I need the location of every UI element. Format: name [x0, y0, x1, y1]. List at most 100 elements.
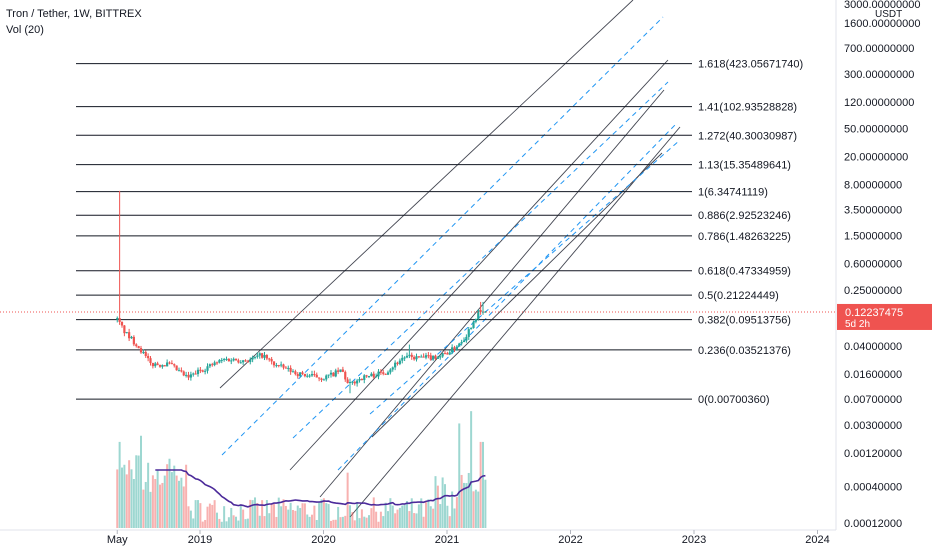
time-axis-tick-label: 2024 [805, 534, 829, 546]
price-axis-tick-label: 3.50000000 [844, 205, 902, 217]
candle-body [132, 336, 135, 345]
candle-body [427, 355, 430, 357]
volume-bar [387, 511, 390, 528]
volume-bar [199, 503, 202, 528]
volume-bar [284, 505, 287, 528]
volume-bar [444, 484, 447, 528]
price-axis-tick-label: 120.00000000 [844, 97, 914, 109]
volume-bar [225, 521, 228, 528]
fib-level-label: 0.618(0.47334959) [698, 266, 791, 278]
candle-body [156, 363, 159, 365]
candle-body [367, 375, 371, 377]
volume-bar [149, 491, 152, 528]
candle-body [128, 332, 131, 339]
volume-bar [237, 520, 240, 528]
candle-body [403, 357, 406, 359]
candle-body [289, 367, 292, 372]
volume-bar [358, 518, 361, 528]
volume-bar [429, 506, 432, 528]
volume-bar [125, 474, 128, 528]
volume-bar [258, 515, 261, 528]
candle-body [346, 379, 349, 384]
volume-bar [463, 482, 466, 528]
candle-body [225, 358, 228, 360]
candle-body [375, 376, 378, 378]
candle-body [258, 353, 261, 356]
candle-body [158, 364, 162, 367]
candle-body [415, 356, 418, 360]
volume-bar [140, 435, 143, 528]
candle-body [394, 362, 397, 368]
candle-body [291, 371, 295, 373]
volume-bar [477, 491, 480, 528]
candle-body [246, 361, 249, 363]
candle-body [135, 344, 138, 347]
volume-bar [189, 510, 192, 528]
candle-body [436, 357, 439, 359]
candle-body [123, 325, 126, 334]
candle-body [268, 358, 271, 360]
volume-bar [465, 483, 468, 528]
volume-bar [287, 509, 290, 528]
volume-bar [401, 505, 404, 528]
candle-body [272, 361, 276, 366]
candle-body [413, 357, 416, 360]
volume-bar [187, 506, 190, 528]
candle-body [206, 366, 209, 371]
current-price-label: 0.12237475 [845, 307, 903, 319]
fib-level-label: 1.13(15.35489641) [698, 160, 791, 172]
candle-body [318, 377, 321, 379]
volume-bar [208, 503, 211, 528]
volume-bar [294, 510, 297, 528]
volume-bar [382, 516, 385, 528]
candle-body [313, 374, 316, 376]
channel-dashed-line [369, 139, 681, 415]
candle-body [455, 346, 458, 350]
volume-bar [318, 501, 321, 528]
volume-bar [280, 506, 283, 528]
volume-bar [351, 512, 354, 528]
volume-bar [325, 503, 328, 528]
volume-bar [337, 506, 340, 528]
candle-body [116, 317, 119, 320]
volume-bar [330, 520, 333, 528]
candle-body [422, 356, 425, 358]
candle-body [408, 354, 411, 356]
volume-bar [265, 500, 268, 528]
volume-bar [254, 497, 257, 528]
volume-bar [301, 503, 304, 528]
volume-bar [484, 479, 487, 528]
volume-bar [365, 517, 368, 528]
channel-lines [219, 0, 681, 518]
volume-bar [322, 498, 325, 528]
price-axis-tick-label: 0.00012000 [844, 518, 902, 530]
volume-bar [232, 515, 235, 528]
volume-bar [470, 411, 473, 528]
volume-bar [417, 504, 420, 528]
fib-level-label: 0.5(0.21224449) [698, 290, 779, 302]
volume-bar [256, 503, 259, 528]
volume-bar [197, 500, 200, 528]
volume-moving-average [155, 469, 486, 508]
volume-bar [379, 511, 382, 528]
volume-bar [349, 505, 352, 528]
volume-bar [292, 509, 295, 528]
volume-bar [270, 503, 273, 528]
volume-bar [244, 519, 247, 528]
volume-bar [170, 472, 173, 528]
candle-body [320, 378, 323, 380]
volume-bar [135, 455, 138, 528]
price-axis-tick-label: 0.60000000 [844, 259, 902, 271]
candle-body [398, 360, 401, 364]
volume-bar [180, 477, 183, 528]
candle-body [196, 369, 200, 375]
candle-body [220, 359, 223, 361]
volume-bar [460, 474, 463, 528]
volume-bar [251, 500, 254, 528]
volume-bar [448, 516, 451, 528]
volume-bar [360, 509, 363, 528]
candle-body [439, 356, 442, 358]
candle-body [144, 351, 147, 357]
